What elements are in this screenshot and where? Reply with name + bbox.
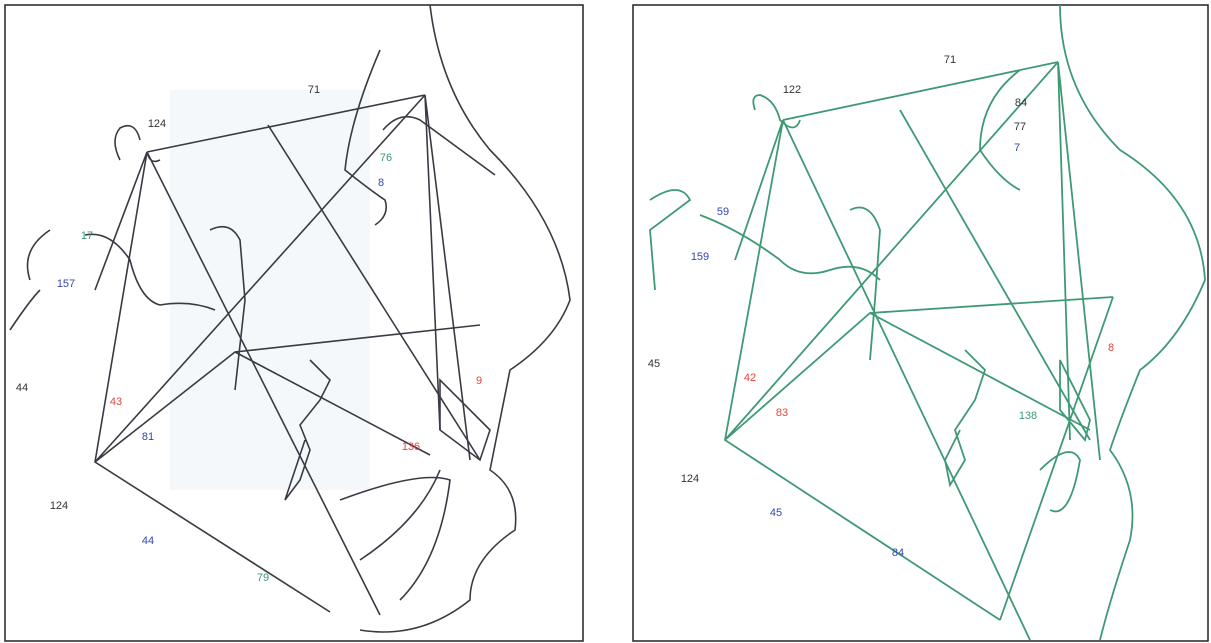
measure-label: 8 — [378, 177, 384, 189]
soft-profile — [359, 4, 571, 633]
measure-label: 136 — [402, 441, 420, 453]
measure-label: 124 — [50, 500, 68, 512]
measure-label: 43 — [110, 396, 122, 408]
left-tracing: 71 124 76 8 17 157 44 43 81 9 136 124 44… — [4, 4, 584, 642]
measure-label: 157 — [57, 278, 75, 290]
measure-label: 79 — [257, 572, 269, 584]
film-shade — [170, 90, 370, 490]
measure-label: 159 — [691, 251, 709, 263]
measure-label: 84 — [1015, 97, 1027, 109]
anatomy-curves — [9, 49, 496, 601]
tracing-lines — [94, 94, 481, 616]
measure-label: 17 — [81, 230, 93, 242]
soft-profile — [1059, 4, 1206, 641]
measure-label: 45 — [648, 358, 660, 370]
measure-label: 124 — [148, 118, 166, 130]
measure-label: 81 — [142, 431, 154, 443]
measure-label: 124 — [681, 473, 699, 485]
measure-label: 44 — [16, 382, 28, 394]
anatomy-curves — [649, 69, 1091, 513]
measure-label: 77 — [1014, 121, 1026, 133]
tracing-lines — [724, 61, 1114, 641]
measure-label: 84 — [892, 547, 904, 559]
measure-label: 76 — [380, 152, 392, 164]
measure-label: 42 — [744, 372, 756, 384]
measure-label: 122 — [783, 84, 801, 96]
measure-label: 45 — [770, 507, 782, 519]
right-frame — [632, 4, 1209, 642]
measure-label: 59 — [717, 206, 729, 218]
measure-label: 71 — [944, 54, 956, 66]
measure-label: 83 — [776, 407, 788, 419]
right-tracing: 71 122 84 77 7 59 159 45 42 83 8 138 124… — [632, 4, 1209, 642]
measure-label: 138 — [1019, 410, 1037, 422]
measure-label: 71 — [308, 84, 320, 96]
measure-label: 44 — [142, 535, 154, 547]
measure-label: 9 — [476, 375, 482, 387]
measure-label: 8 — [1108, 342, 1114, 354]
measure-label: 7 — [1014, 142, 1020, 154]
